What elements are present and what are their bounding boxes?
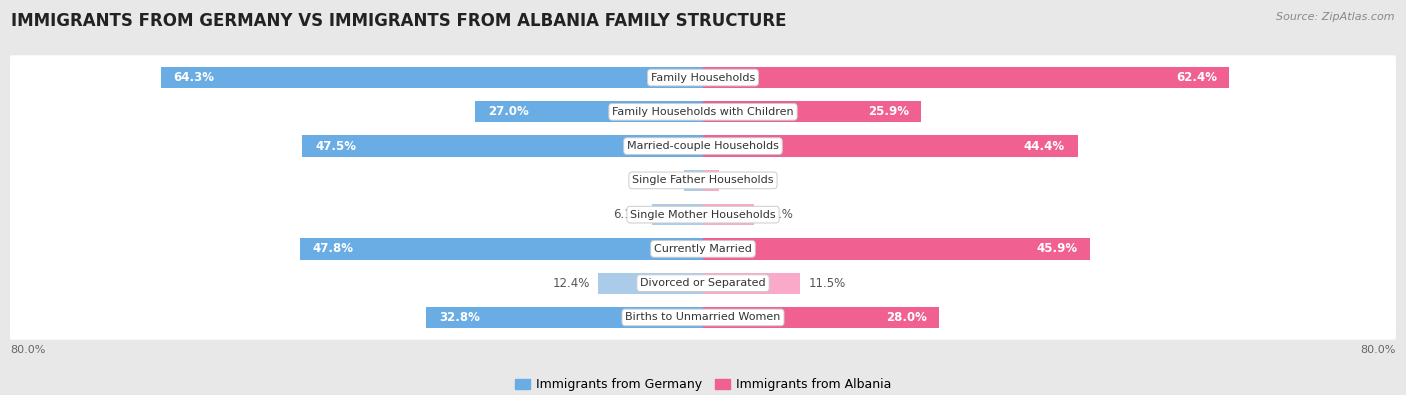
Text: 11.5%: 11.5% bbox=[808, 276, 845, 290]
FancyBboxPatch shape bbox=[10, 261, 1396, 305]
Text: Family Households: Family Households bbox=[651, 73, 755, 83]
FancyBboxPatch shape bbox=[10, 124, 1396, 168]
Text: 44.4%: 44.4% bbox=[1024, 139, 1064, 152]
Text: 6.1%: 6.1% bbox=[763, 208, 793, 221]
Bar bbox=[683, 170, 703, 191]
FancyBboxPatch shape bbox=[10, 55, 1396, 100]
Text: 12.4%: 12.4% bbox=[553, 276, 591, 290]
Text: 6.1%: 6.1% bbox=[613, 208, 643, 221]
Bar bbox=[651, 204, 703, 225]
Bar bbox=[475, 101, 703, 122]
Text: Single Father Households: Single Father Households bbox=[633, 175, 773, 185]
Bar bbox=[703, 67, 1229, 88]
Text: 47.8%: 47.8% bbox=[312, 243, 353, 256]
Text: 28.0%: 28.0% bbox=[886, 311, 927, 324]
Text: Married-couple Households: Married-couple Households bbox=[627, 141, 779, 151]
Text: IMMIGRANTS FROM GERMANY VS IMMIGRANTS FROM ALBANIA FAMILY STRUCTURE: IMMIGRANTS FROM GERMANY VS IMMIGRANTS FR… bbox=[11, 12, 787, 30]
Text: 25.9%: 25.9% bbox=[868, 105, 908, 118]
Bar bbox=[160, 67, 703, 88]
Bar bbox=[703, 170, 718, 191]
Bar bbox=[703, 307, 939, 328]
Text: 32.8%: 32.8% bbox=[439, 311, 479, 324]
Text: Single Mother Households: Single Mother Households bbox=[630, 210, 776, 220]
Text: Source: ZipAtlas.com: Source: ZipAtlas.com bbox=[1277, 12, 1395, 22]
FancyBboxPatch shape bbox=[10, 90, 1396, 134]
Text: 47.5%: 47.5% bbox=[315, 139, 356, 152]
Legend: Immigrants from Germany, Immigrants from Albania: Immigrants from Germany, Immigrants from… bbox=[510, 373, 896, 395]
FancyBboxPatch shape bbox=[10, 192, 1396, 237]
Bar bbox=[703, 204, 755, 225]
Bar bbox=[426, 307, 703, 328]
Bar bbox=[703, 273, 800, 294]
Text: 62.4%: 62.4% bbox=[1175, 71, 1216, 84]
Bar bbox=[703, 135, 1077, 157]
FancyBboxPatch shape bbox=[10, 295, 1396, 340]
Bar bbox=[599, 273, 703, 294]
Text: 1.9%: 1.9% bbox=[727, 174, 758, 187]
Text: 45.9%: 45.9% bbox=[1036, 243, 1077, 256]
Bar bbox=[299, 238, 703, 260]
Bar bbox=[703, 101, 921, 122]
Text: 27.0%: 27.0% bbox=[488, 105, 529, 118]
Text: 64.3%: 64.3% bbox=[173, 71, 214, 84]
Text: Births to Unmarried Women: Births to Unmarried Women bbox=[626, 312, 780, 322]
Bar bbox=[302, 135, 703, 157]
FancyBboxPatch shape bbox=[10, 227, 1396, 271]
Text: 2.3%: 2.3% bbox=[645, 174, 675, 187]
FancyBboxPatch shape bbox=[10, 158, 1396, 203]
Text: Currently Married: Currently Married bbox=[654, 244, 752, 254]
Bar bbox=[703, 238, 1090, 260]
Text: Family Households with Children: Family Households with Children bbox=[612, 107, 794, 117]
Text: Divorced or Separated: Divorced or Separated bbox=[640, 278, 766, 288]
